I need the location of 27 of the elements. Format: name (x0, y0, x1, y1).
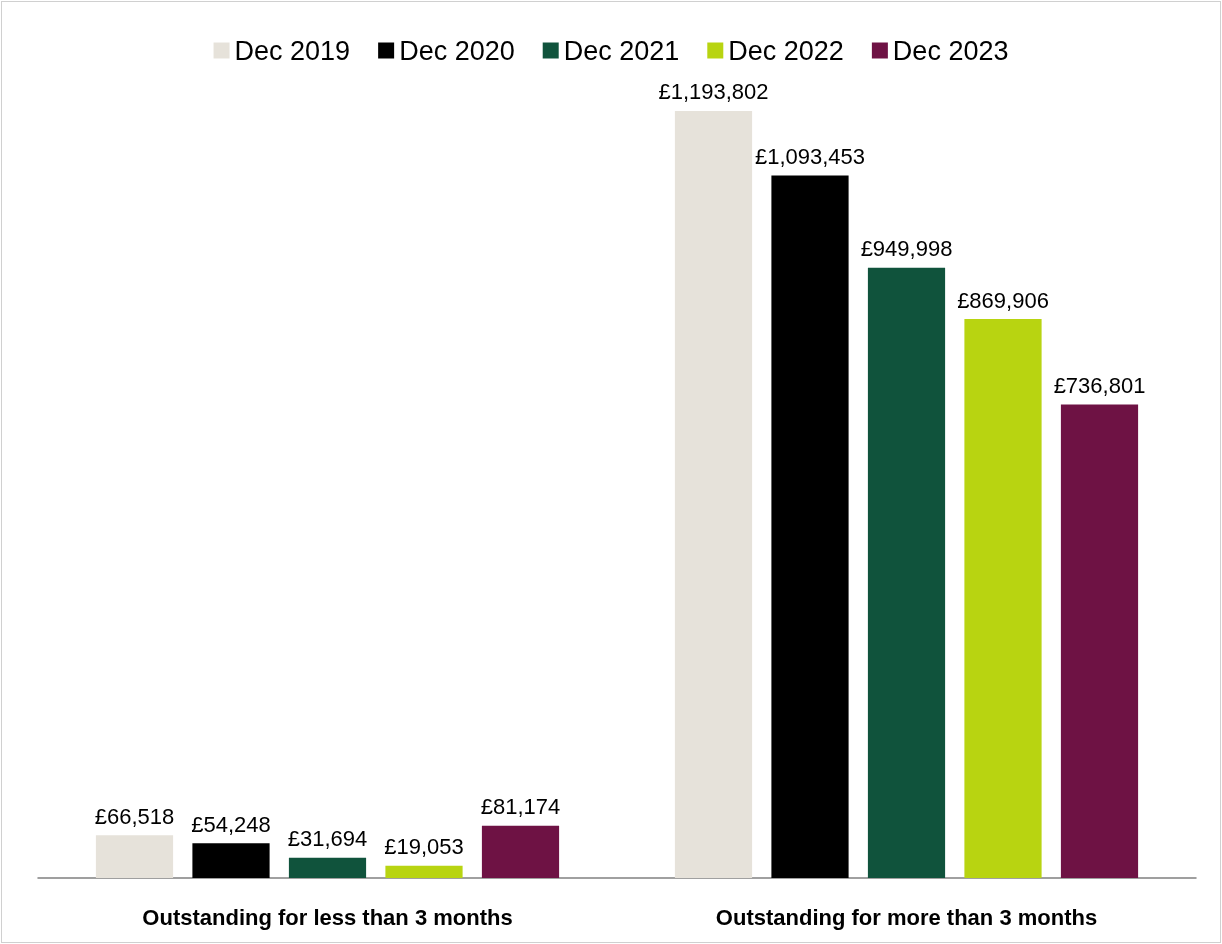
bar (674, 110, 753, 878)
data-label: £1,193,802 (658, 79, 769, 105)
legend-label: Dec 2019 (234, 35, 351, 66)
bar (964, 319, 1042, 878)
data-label: £54,248 (191, 811, 271, 837)
legend-label: Dec 2022 (728, 35, 844, 66)
data-label: £19,053 (384, 834, 464, 860)
data-label: £31,694 (287, 826, 368, 852)
bar (288, 857, 367, 878)
data-label: £1,093,453 (754, 143, 866, 169)
x-tick-label: Outstanding for less than 3 months (142, 904, 513, 930)
legend-label: Dec 2023 (892, 35, 1009, 66)
bar (95, 835, 174, 878)
bar (385, 865, 463, 878)
data-label: £81,174 (480, 794, 561, 820)
data-label: £66,518 (94, 803, 175, 829)
data-label: £736,801 (1053, 373, 1146, 399)
data-label: £869,906 (957, 287, 1049, 313)
bar (1060, 404, 1139, 878)
bar (867, 267, 946, 878)
legend-label: Dec 2021 (563, 35, 680, 66)
bar (192, 843, 270, 878)
bar (481, 825, 560, 878)
x-tick-label: Outstanding for more than 3 months (715, 904, 1098, 930)
legend-label: Dec 2020 (399, 35, 515, 66)
bar (771, 175, 849, 878)
data-label: £949,998 (860, 236, 953, 262)
